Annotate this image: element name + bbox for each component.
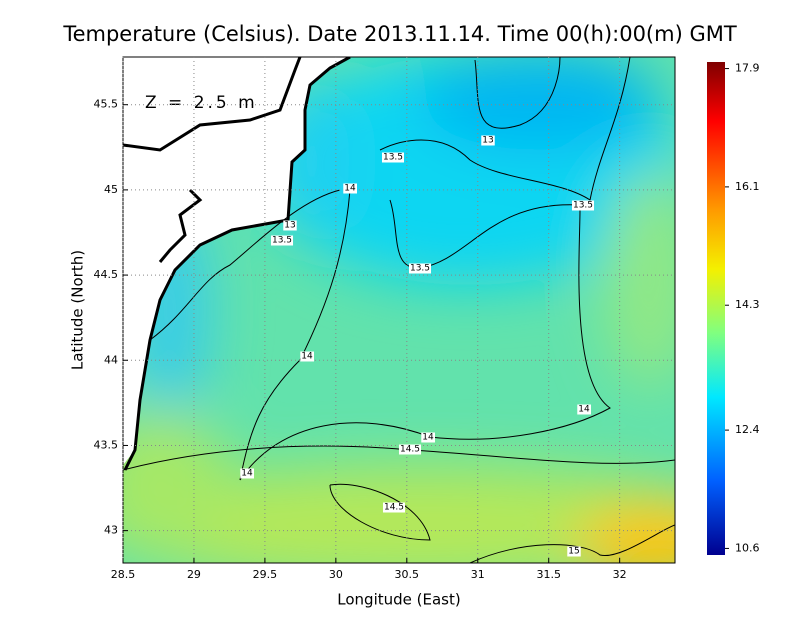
contour-label-box [408, 263, 432, 274]
contour-label-box [567, 546, 581, 557]
contour-label: 14 [422, 433, 434, 443]
contour-label-box [270, 235, 294, 246]
contour-label: 13.5 [573, 201, 593, 211]
x-tick-label: 32 [613, 568, 627, 581]
colorbar-tick-label: 14.3 [735, 298, 760, 311]
y-tick-label: 45.5 [94, 98, 119, 111]
colorbar-tick-label: 12.4 [735, 423, 760, 436]
x-tick-label: 30.5 [395, 568, 420, 581]
contour-label-box [421, 432, 435, 443]
x-tick-label: 31 [471, 568, 485, 581]
y-tick-label: 44 [104, 353, 118, 366]
contour-label-box [398, 444, 422, 455]
x-axis-label: Longitude (East) [337, 591, 460, 609]
contour-label: 13.5 [383, 153, 403, 163]
chart-title: Temperature (Celsius). Date 2013.11.14. … [62, 22, 737, 46]
x-tick-label: 29.5 [253, 568, 278, 581]
y-tick-label: 45 [104, 183, 118, 196]
contour-label: 14 [241, 469, 253, 479]
contour-label-box [481, 135, 495, 146]
temperature-field [123, 57, 675, 563]
contour-label: 14 [301, 352, 313, 362]
y-tick-label: 43.5 [94, 438, 119, 451]
contour-label-box [343, 183, 357, 194]
x-tick-label: 30 [329, 568, 343, 581]
contour-label-box [240, 468, 254, 479]
colorbar-tick-label: 10.6 [735, 541, 760, 554]
x-tick-label: 31.5 [536, 568, 561, 581]
colorbar [707, 62, 725, 555]
y-axis-label: Latitude (North) [69, 250, 87, 370]
y-tick-label: 43 [104, 524, 118, 537]
contour-label: 14.5 [400, 445, 420, 455]
contour-label: 13 [284, 221, 295, 231]
contour-label-box [382, 502, 406, 513]
contour-label: 13 [482, 136, 493, 146]
x-tick-label: 29 [187, 568, 201, 581]
contour-label-box [300, 351, 314, 362]
contour-label: 13.5 [272, 236, 292, 246]
y-tick-label: 44.5 [94, 268, 119, 281]
contour-label-box [577, 404, 591, 415]
contour-label: 14 [578, 405, 590, 415]
colorbar-tick-label: 16.1 [735, 180, 760, 193]
contour-label-box [283, 220, 297, 231]
contour-label: 14 [344, 184, 356, 194]
contour-label: 14.5 [384, 503, 404, 513]
depth-annotation: Z = 2.5 m [145, 93, 258, 113]
contour-label: 15 [568, 547, 579, 557]
contour-label-box [571, 200, 595, 211]
colorbar-tick-label: 17.9 [735, 62, 760, 75]
contour-label-box [381, 152, 405, 163]
contour-label: 13.5 [410, 264, 430, 274]
x-tick-label: 28.5 [111, 568, 136, 581]
